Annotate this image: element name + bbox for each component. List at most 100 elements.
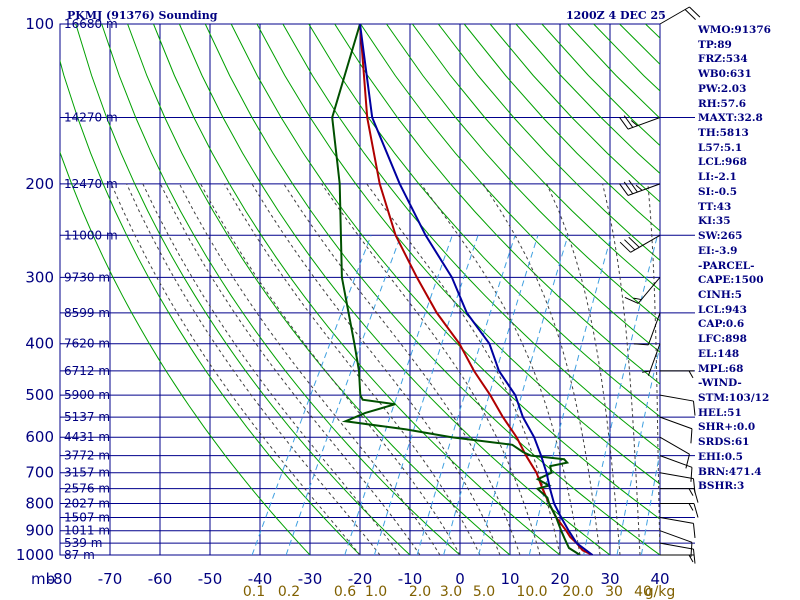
mixing-ratio-label: 0.6 <box>334 584 356 600</box>
wind-barb-feather <box>624 297 639 304</box>
temperature-tick-label: -70 <box>98 570 123 588</box>
mixing-ratio-line <box>344 235 453 555</box>
pressure-tick-label: 1000 <box>16 546 54 564</box>
height-label: 1011 m <box>64 524 110 538</box>
sounding-traces <box>331 24 594 555</box>
adiabat-grid <box>60 24 660 555</box>
height-label: 7620 m <box>64 337 110 351</box>
wind-barb <box>660 370 694 379</box>
wind-barb-feather <box>624 239 636 251</box>
mixing-ratio-line <box>478 235 569 555</box>
stat-item: TT:43 <box>698 200 732 213</box>
pressure-tick-label: 800 <box>25 495 54 513</box>
height-label: 3772 m <box>64 449 110 463</box>
mixing-ratio-line <box>443 235 539 555</box>
stat-item: CAP:0.6 <box>698 318 745 331</box>
wind-barb-feather <box>619 241 631 253</box>
stat-item: SHR+:0.0 <box>698 421 756 434</box>
pressure-tick-label: 100 <box>25 15 54 33</box>
temperature-tick-label: 40 <box>650 570 669 588</box>
stat-item: TH:5813 <box>698 127 749 140</box>
mixing-ratio-label: 2.0 <box>409 584 431 600</box>
height-label: 87 m <box>64 548 95 562</box>
dry-adiabat-line <box>360 24 660 353</box>
height-label: 2027 m <box>64 497 110 511</box>
stat-item: CAPE:1500 <box>698 274 764 287</box>
moist-adiabat-line <box>223 183 481 555</box>
wind-barb-feather <box>628 236 640 248</box>
stat-item: WB0:631 <box>698 68 752 81</box>
height-label: 14270 m <box>64 111 118 125</box>
mixing-ratio-line <box>528 235 612 555</box>
pressure-tick-label: 900 <box>25 522 54 540</box>
height-label: 5900 m <box>64 388 110 402</box>
stat-item: WMO:91376 <box>698 24 771 36</box>
parcel-trace <box>359 24 594 555</box>
stat-item: MPL:68 <box>698 362 744 375</box>
wind-barb <box>659 517 696 538</box>
height-label: 5137 m <box>64 410 110 424</box>
wind-barbs <box>619 6 701 564</box>
height-label: 8599 m <box>64 306 110 320</box>
stat-item: LCL:968 <box>698 156 747 169</box>
mixing-ratio-line <box>583 235 658 555</box>
moist-adiabat-line <box>420 183 581 555</box>
wind-barb-shaft <box>647 312 661 346</box>
mixing-ratio-line <box>416 235 516 555</box>
wind-barb-feather <box>690 467 693 482</box>
temperature-tick-label: 0 <box>455 570 465 588</box>
dry-adiabat-line <box>230 24 660 520</box>
height-label: 11000 m <box>64 228 118 242</box>
wind-barb-shaft <box>647 343 661 376</box>
moist-adiabat-line <box>366 183 561 555</box>
wind-barb-feather <box>623 115 634 128</box>
pressure-tick-label: 600 <box>25 428 54 446</box>
stat-item: FRZ:534 <box>698 53 748 66</box>
stat-item: STM:103/12 <box>698 391 770 404</box>
wind-barb-feather <box>633 343 649 346</box>
wind-barb-shaft <box>659 394 694 402</box>
dry-adiabat-line <box>127 24 511 555</box>
wind-barb <box>659 394 696 416</box>
pressure-tick-label: 500 <box>25 386 54 404</box>
stat-item: KI:35 <box>698 215 731 228</box>
mixing-ratio-label: 20.0 <box>562 584 593 600</box>
wind-barb-feather <box>690 542 693 557</box>
stat-item: L57:5.1 <box>698 141 743 154</box>
wind-barb-feather <box>642 370 651 373</box>
moist-adiabat-line <box>647 183 660 555</box>
moist-adiabat-line <box>602 183 641 555</box>
mixing-ratio-label: 10.0 <box>516 584 547 600</box>
wind-barb-shaft <box>659 6 690 25</box>
stat-item: HEL:51 <box>698 406 742 419</box>
wind-barb <box>619 179 661 196</box>
wind-barb-feather <box>630 120 638 127</box>
wind-barb-shaft <box>659 436 690 455</box>
wind-barb <box>624 277 661 304</box>
dry-adiabat-line <box>204 24 660 555</box>
mixing-ratio-label: 40 <box>634 584 652 600</box>
temperature-trace <box>359 24 593 555</box>
wind-barb-shaft <box>659 517 694 524</box>
wind-barb <box>659 472 696 494</box>
wind-barb-feather <box>619 183 629 196</box>
wind-barb-shaft <box>659 472 694 480</box>
wind-barb-shaft <box>659 530 693 543</box>
mixing-ratio-line <box>285 235 402 555</box>
mixing-ratio-line <box>251 235 372 555</box>
wind-barb <box>619 115 661 130</box>
height-label: 4431 m <box>64 430 110 444</box>
mixing-ratio-line <box>640 449 660 555</box>
dry-adiabat-line <box>282 24 660 451</box>
temperature-tick-label: 10 <box>500 570 519 588</box>
stat-item: TP:89 <box>698 38 732 51</box>
wind-barb <box>660 488 699 503</box>
wind-barb <box>659 436 690 469</box>
temperature-tick-label: 30 <box>600 570 619 588</box>
moist-adiabat-line <box>178 183 441 555</box>
stat-item: -WIND- <box>698 377 742 390</box>
height-label: 16680 m <box>64 17 118 31</box>
moist-adiabat-line <box>482 183 601 555</box>
stat-item: BSHR:3 <box>698 480 745 493</box>
